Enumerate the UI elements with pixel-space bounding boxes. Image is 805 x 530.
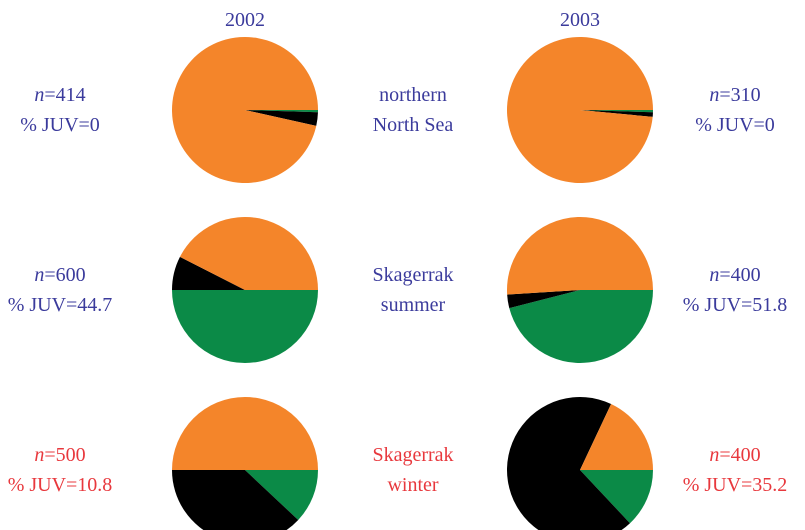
pie-slice [172,470,299,530]
sample-size: n=500 [34,444,86,466]
juvenile-percent: % JUV=0 [20,114,100,136]
sample-size: n=400 [709,444,761,466]
region-label: North Sea [372,114,454,136]
pie-slice [179,217,318,290]
sample-size: n=414 [34,84,86,106]
pie-slice [245,470,318,520]
region-label: Skagerrak [372,264,454,286]
pie-slice [245,110,318,113]
region-label: summer [380,294,446,316]
juvenile-percent: % JUV=44.7 [7,294,113,316]
column-title: 2003 [560,9,600,31]
pie-slice [509,290,653,364]
juvenile-percent: % JUV=35.2 [682,474,788,496]
pie-slice [245,110,318,126]
pie-slice [580,110,653,117]
region-label: Skagerrak [372,444,454,466]
region-label: winter [387,474,439,496]
sample-size: n=600 [34,264,86,286]
pie-slice [580,470,653,524]
pie-slice [507,397,630,530]
pie-slice [507,217,653,295]
pie-slice [172,397,318,470]
juvenile-percent: % JUV=0 [695,114,775,136]
juvenile-percent: % JUV=10.8 [7,474,113,496]
pie-slice [507,290,580,309]
sample-size: n=310 [709,84,761,106]
pie-slice [172,290,318,363]
pie-slice [580,403,653,470]
region-label: northern [379,84,447,106]
pie-slice [580,110,653,113]
pie-slice [172,256,245,290]
juvenile-percent: % JUV=51.8 [682,294,788,316]
pie-slice [506,36,653,183]
sample-size: n=400 [709,264,761,286]
column-title: 2002 [225,9,265,31]
pie-slice [172,36,318,183]
